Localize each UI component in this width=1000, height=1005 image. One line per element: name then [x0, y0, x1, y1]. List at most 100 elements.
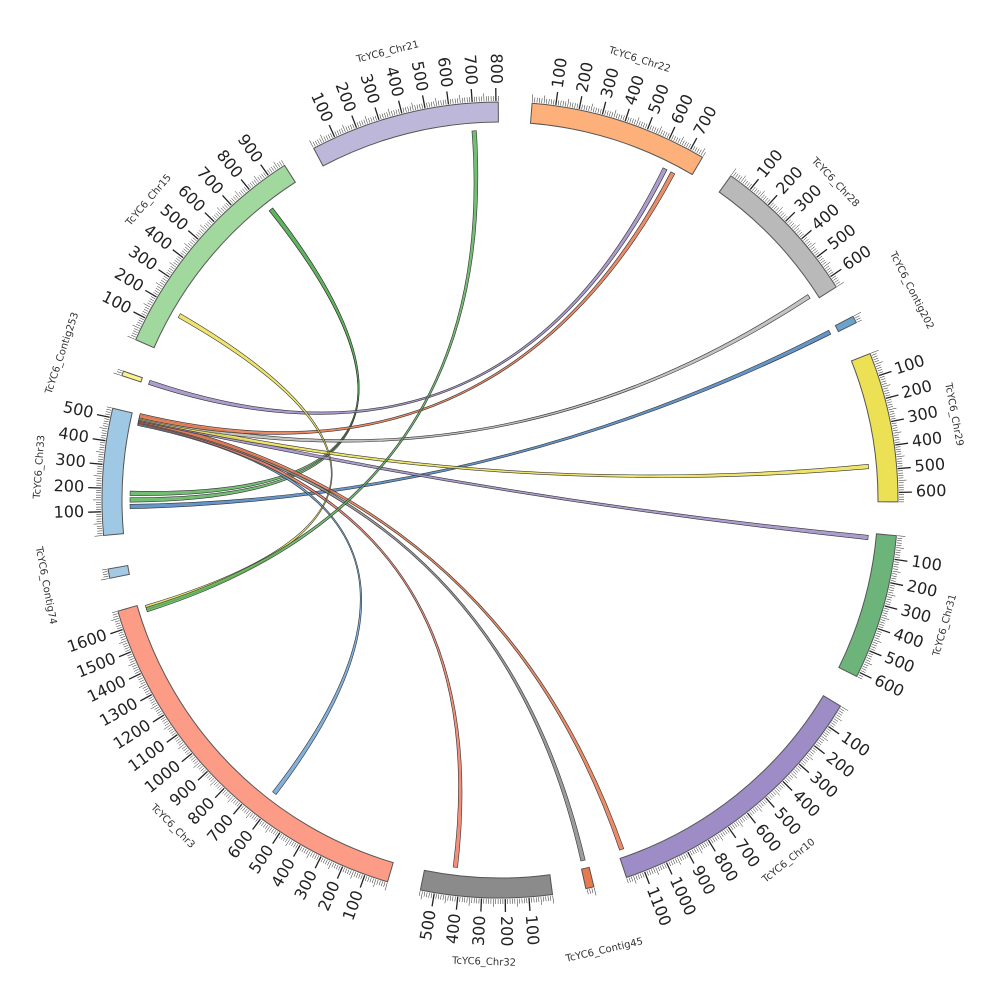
- major-tick: [133, 312, 145, 318]
- major-tick: [315, 857, 321, 869]
- major-tick: [97, 415, 110, 418]
- major-tick: [129, 674, 141, 680]
- major-tick: [119, 652, 131, 657]
- major-tick: [831, 269, 842, 276]
- tick-label: 300: [906, 402, 940, 427]
- segment-block: [122, 371, 142, 382]
- segment-name-label: TcYC6_Chr33: [32, 435, 48, 501]
- tick-label: 300: [54, 450, 86, 472]
- major-tick: [625, 109, 629, 121]
- segment-name-label: TcYC6_Contig253: [43, 311, 81, 396]
- major-tick: [898, 468, 911, 469]
- tick-label: 500: [416, 909, 440, 942]
- major-tick: [471, 89, 472, 102]
- major-tick: [158, 270, 169, 277]
- segment-block: [102, 408, 132, 535]
- tick-label: 200: [905, 576, 939, 601]
- major-tick: [878, 629, 890, 633]
- links-layer: [130, 131, 869, 868]
- tick-label: 400: [382, 65, 408, 99]
- major-tick: [329, 125, 334, 137]
- minor-ticks: [587, 888, 596, 896]
- major-tick: [708, 840, 715, 851]
- major-tick: [669, 127, 675, 139]
- tick-label: 500: [61, 397, 95, 422]
- tick-label: 600: [916, 481, 947, 501]
- tick-label: 600: [871, 670, 907, 700]
- tick-label: 500: [408, 59, 432, 93]
- tick-label: 400: [57, 423, 90, 446]
- tick-label: 200: [331, 80, 360, 115]
- major-tick: [895, 559, 908, 561]
- tick-label: 200: [572, 60, 597, 94]
- major-tick: [360, 875, 364, 887]
- tick-label: 200: [314, 878, 344, 914]
- major-tick: [337, 867, 342, 879]
- major-tick: [140, 695, 151, 701]
- major-tick: [432, 894, 434, 907]
- segment-block: [851, 354, 898, 502]
- tick-label: 300: [290, 867, 321, 903]
- major-tick: [145, 290, 156, 297]
- tick-label: 200: [900, 376, 934, 402]
- tick-label: 200: [53, 476, 84, 496]
- major-tick: [93, 439, 106, 441]
- major-tick: [294, 845, 301, 856]
- major-tick: [153, 715, 164, 722]
- major-tick: [423, 95, 425, 108]
- tick-label: 100: [99, 287, 135, 318]
- segment-tcyc6-contig45: TcYC6_Contig45: [564, 867, 644, 965]
- major-tick: [481, 899, 482, 912]
- major-tick: [828, 727, 839, 734]
- major-tick: [447, 91, 449, 104]
- major-tick: [352, 116, 357, 128]
- link-tcyc6-chr33-to-tcyc6-contig202: [130, 330, 831, 509]
- tick-label: 900: [688, 862, 719, 898]
- major-tick: [667, 863, 672, 875]
- segment-name-label: TcYC6_Contig45: [564, 936, 644, 965]
- tick-label: 300: [597, 66, 623, 100]
- segment-block: [420, 870, 552, 898]
- segment-name-label: TcYC6_Chr29: [942, 381, 965, 447]
- major-tick: [456, 897, 457, 910]
- major-tick: [691, 138, 697, 149]
- tick-label: 400: [891, 624, 926, 652]
- major-tick: [890, 583, 903, 586]
- tick-label: 400: [442, 913, 464, 945]
- segment-tcyc6-chr3: 1002003004005006007008009001000110012001…: [65, 606, 394, 923]
- major-tick: [273, 833, 280, 844]
- major-tick: [860, 673, 872, 679]
- segment-tcyc6-chr10: 10020030040050060070080090010001100TcYC6…: [620, 696, 873, 929]
- tick-label: 100: [548, 56, 571, 89]
- tick-label: 300: [469, 915, 489, 946]
- tick-label: 500: [644, 81, 673, 116]
- major-tick: [895, 443, 908, 445]
- tick-label: 700: [689, 103, 720, 139]
- major-tick: [891, 419, 904, 422]
- segment-tcyc6-contig74: TcYC6_Contig74: [33, 545, 130, 626]
- tick-label: 100: [339, 888, 367, 923]
- minor-ticks: [113, 369, 122, 375]
- tick-label: 100: [522, 914, 543, 946]
- segment-name-label: TcYC6_Chr32: [451, 956, 516, 969]
- tick-label: 100: [892, 351, 927, 379]
- tick-label: 500: [914, 454, 946, 475]
- segment-name-label: TcYC6_Chr31: [931, 593, 959, 659]
- tick-label: 300: [899, 600, 933, 626]
- tick-label: 100: [53, 502, 84, 522]
- tick-label: 500: [882, 648, 917, 677]
- link-tcyc6-contig253-to-tcyc6-chr22: [149, 168, 667, 415]
- segment-name-label: TcYC6_Contig202: [887, 249, 936, 331]
- segment-block: [835, 316, 856, 331]
- tick-label: 700: [460, 54, 481, 86]
- segment-block: [108, 566, 129, 579]
- tick-label: 800: [487, 53, 506, 84]
